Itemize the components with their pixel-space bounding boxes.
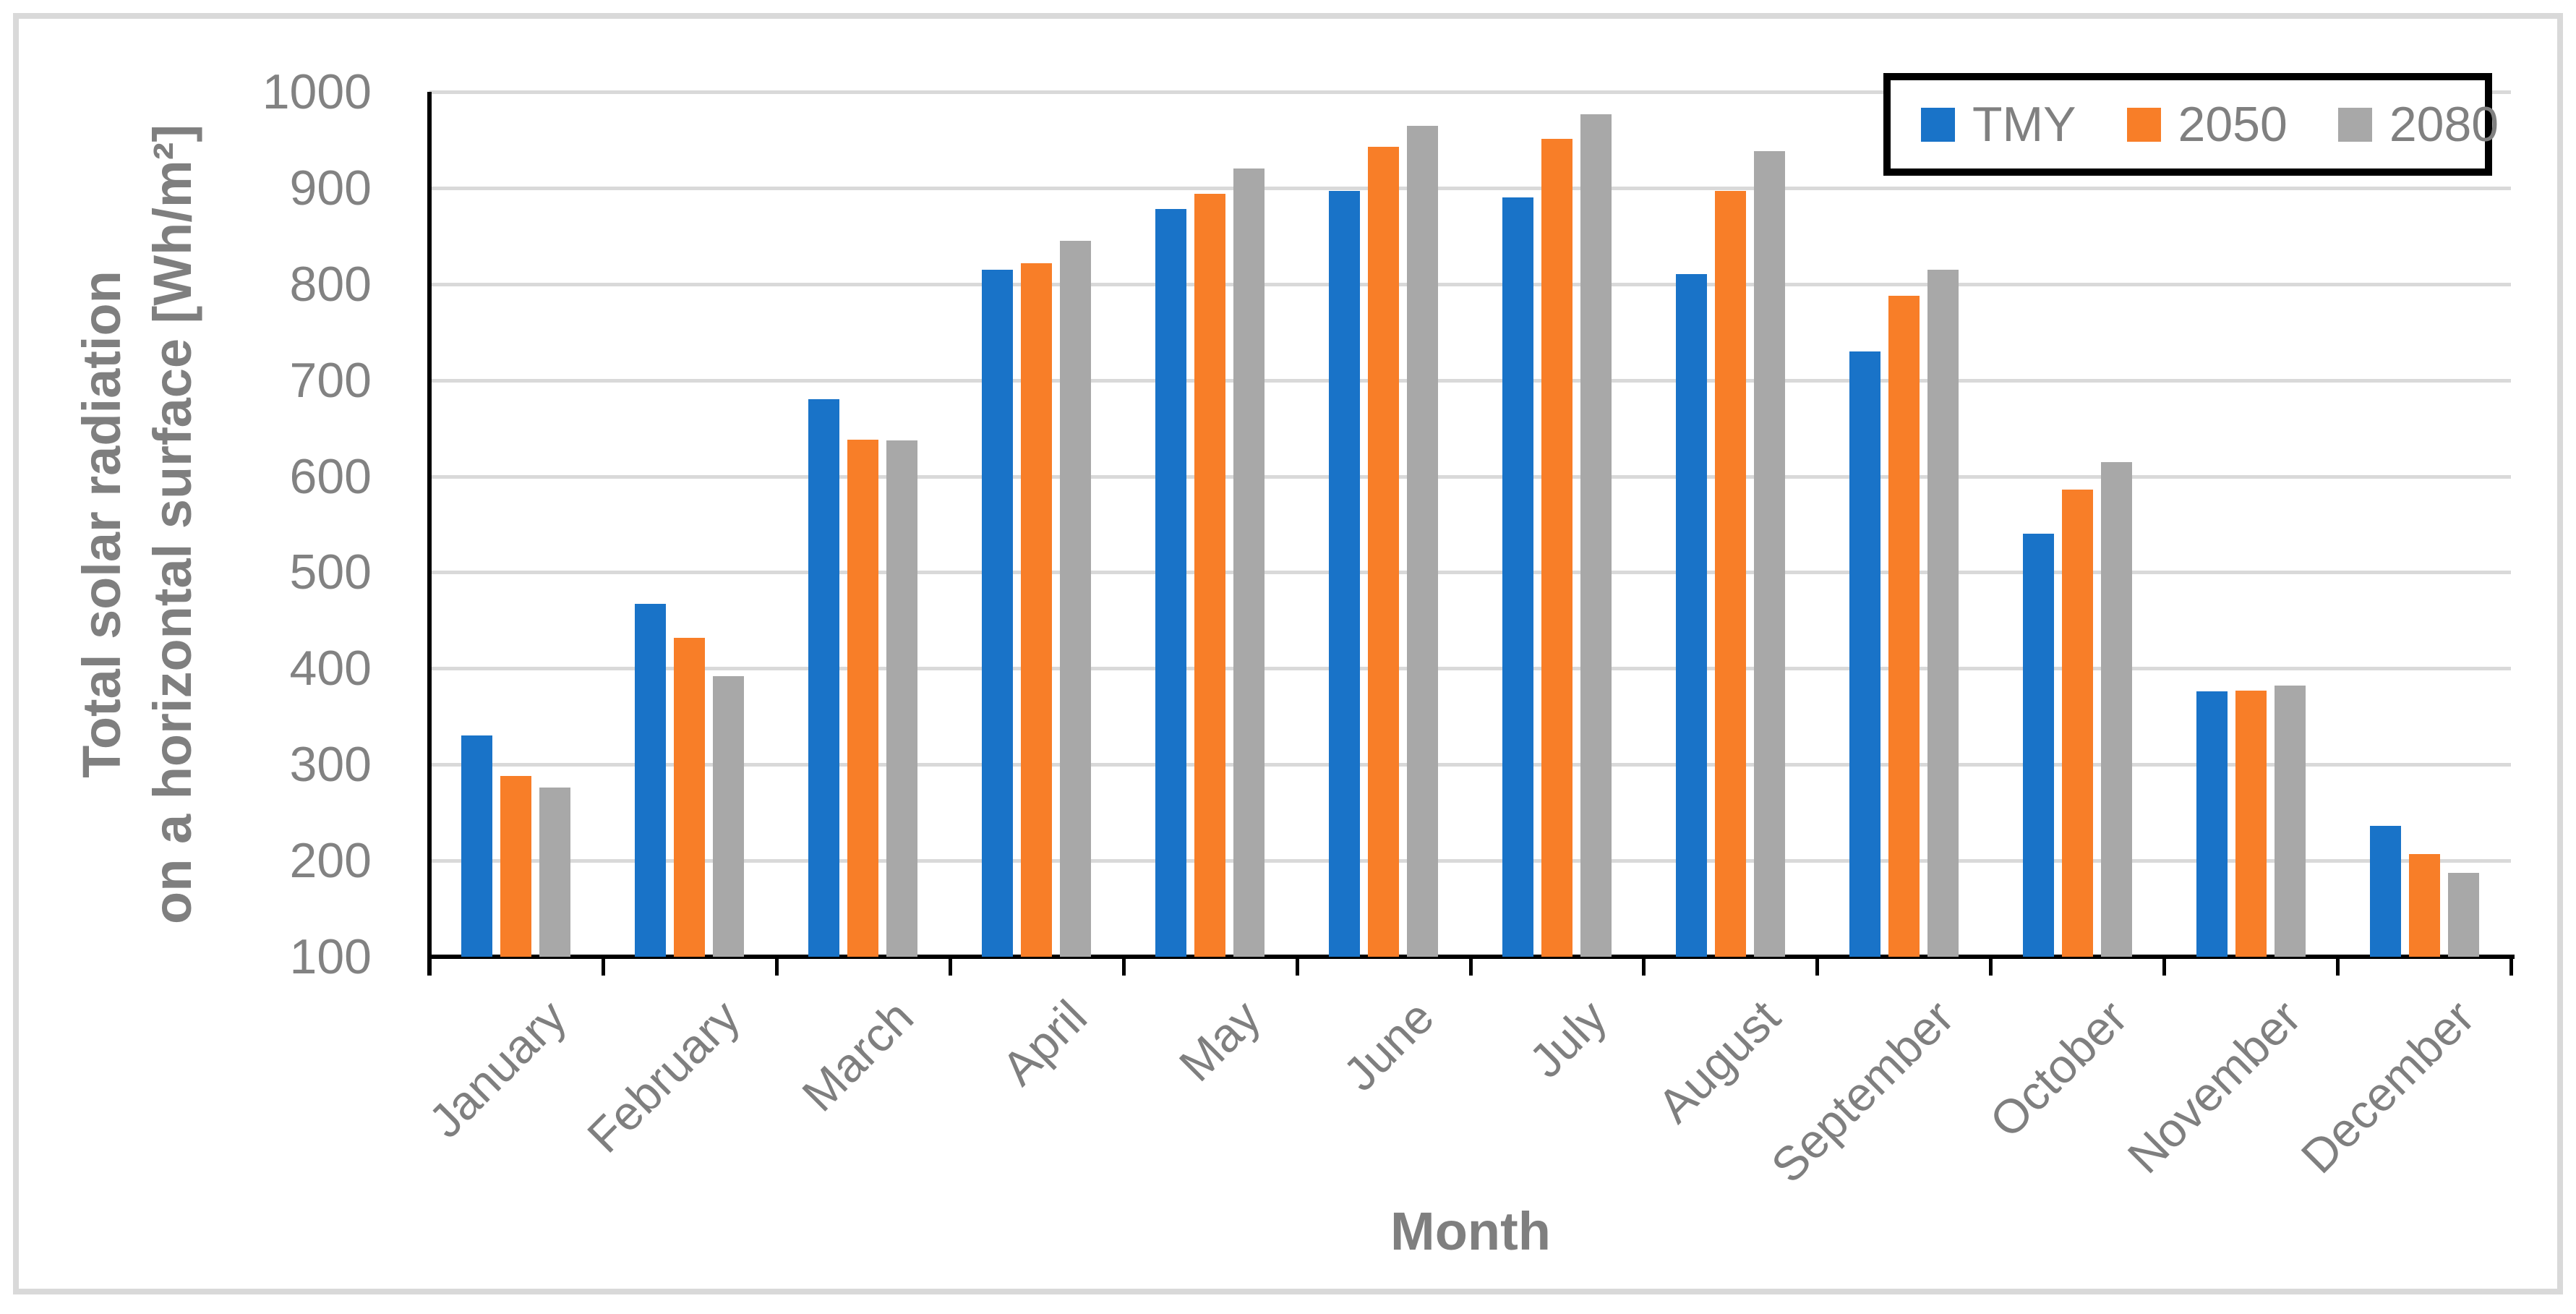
legend-label-2080: 2080 <box>2389 97 2499 152</box>
x-axis-tick-11 <box>2336 957 2340 976</box>
bar-tmy-july <box>1502 197 1533 957</box>
legend-swatch-tmy-icon <box>1921 107 1955 142</box>
bar-tmy-april <box>982 270 1013 957</box>
legend-item-2050: 2050 <box>2126 97 2288 152</box>
bar-2050-february <box>674 638 705 957</box>
x-axis-tick-7 <box>1642 957 1646 976</box>
x-axis-title: Month <box>1390 1201 1551 1261</box>
bar-2050-april <box>1021 263 1052 957</box>
bar-2080-april <box>1060 241 1091 957</box>
bar-tmy-october <box>2023 534 2054 957</box>
bar-tmy-june <box>1329 191 1360 957</box>
x-axis-tick-3 <box>949 957 952 976</box>
legend-swatch-2050-icon <box>2126 107 2161 142</box>
x-axis-tick-4 <box>1122 957 1126 976</box>
bar-tmy-may <box>1155 209 1186 957</box>
bar-2080-july <box>1580 114 1612 957</box>
legend-label-tmy: TMY <box>1972 97 2076 152</box>
y-tick-label-500: 500 <box>289 545 372 600</box>
legend-swatch-2080-icon <box>2337 107 2372 142</box>
gridline-800 <box>429 283 2511 286</box>
legend-box: TMY 2050 2080 <box>1883 73 2499 176</box>
bar-2050-july <box>1541 139 1572 957</box>
legend-label-2050: 2050 <box>2178 97 2288 152</box>
bar-tmy-september <box>1849 351 1880 957</box>
bar-2050-november <box>2235 691 2267 957</box>
x-axis-tick-6 <box>1469 957 1473 976</box>
bar-2050-january <box>500 776 531 957</box>
legend-item-tmy: TMY <box>1921 100 2076 149</box>
bar-2050-june <box>1368 147 1399 957</box>
bar-2080-may <box>1233 168 1265 957</box>
bar-2080-november <box>2275 686 2306 957</box>
y-tick-label-600: 600 <box>289 449 372 504</box>
bar-tmy-february <box>635 604 666 957</box>
bar-tmy-august <box>1676 274 1707 957</box>
bar-2080-december <box>2448 873 2479 957</box>
x-axis-tick-1 <box>602 957 605 976</box>
bar-2080-march <box>886 440 917 957</box>
legend-item-2080: 2080 <box>2337 97 2499 152</box>
gridline-200 <box>429 859 2511 863</box>
y-tick-label-1000: 1000 <box>262 64 372 119</box>
gridline-500 <box>429 571 2511 574</box>
y-tick-label-300: 300 <box>289 737 372 792</box>
bar-tmy-november <box>2196 691 2228 957</box>
y-tick-label-200: 200 <box>289 833 372 888</box>
y-tick-label-100: 100 <box>289 929 372 984</box>
x-axis-tick-0 <box>428 957 432 976</box>
bar-tmy-march <box>808 399 839 957</box>
gridline-300 <box>429 763 2511 767</box>
bar-tmy-january <box>461 735 492 957</box>
bar-2050-october <box>2062 490 2093 957</box>
x-axis-tick-8 <box>1815 957 1819 976</box>
bar-2080-june <box>1407 126 1438 957</box>
chart-outer-frame <box>13 13 2563 1294</box>
y-axis-line <box>427 92 432 976</box>
bar-2050-may <box>1194 194 1225 957</box>
bar-2080-september <box>1927 270 1959 957</box>
gridline-600 <box>429 475 2511 479</box>
x-axis-tick-10 <box>2162 957 2166 976</box>
bar-2050-march <box>847 440 878 957</box>
bar-2050-september <box>1888 296 1920 957</box>
bar-tmy-december <box>2370 826 2401 957</box>
x-axis-tick-2 <box>775 957 779 976</box>
x-axis-tick-9 <box>1989 957 1993 976</box>
y-tick-label-900: 900 <box>289 161 372 216</box>
gridline-900 <box>429 187 2511 190</box>
bar-2080-january <box>539 788 570 957</box>
gridline-700 <box>429 379 2511 383</box>
bar-2080-october <box>2101 462 2132 957</box>
x-axis-tick-12 <box>2509 957 2513 976</box>
y-axis-title: Total solar radiation on a horizontal su… <box>67 124 208 924</box>
y-tick-label-400: 400 <box>289 641 372 696</box>
gridline-400 <box>429 667 2511 670</box>
bar-2050-december <box>2409 854 2440 957</box>
bar-2080-august <box>1754 151 1785 957</box>
y-tick-label-800: 800 <box>289 257 372 312</box>
y-tick-label-700: 700 <box>289 353 372 408</box>
bar-2050-august <box>1715 191 1746 957</box>
x-axis-tick-5 <box>1296 957 1299 976</box>
y-axis-title-line1: Total solar radiation <box>72 270 132 778</box>
y-axis-title-line2: on a horizontal surface [Wh/m²] <box>142 124 202 924</box>
bar-2080-february <box>713 676 744 957</box>
gridline-1000 <box>429 90 2511 94</box>
